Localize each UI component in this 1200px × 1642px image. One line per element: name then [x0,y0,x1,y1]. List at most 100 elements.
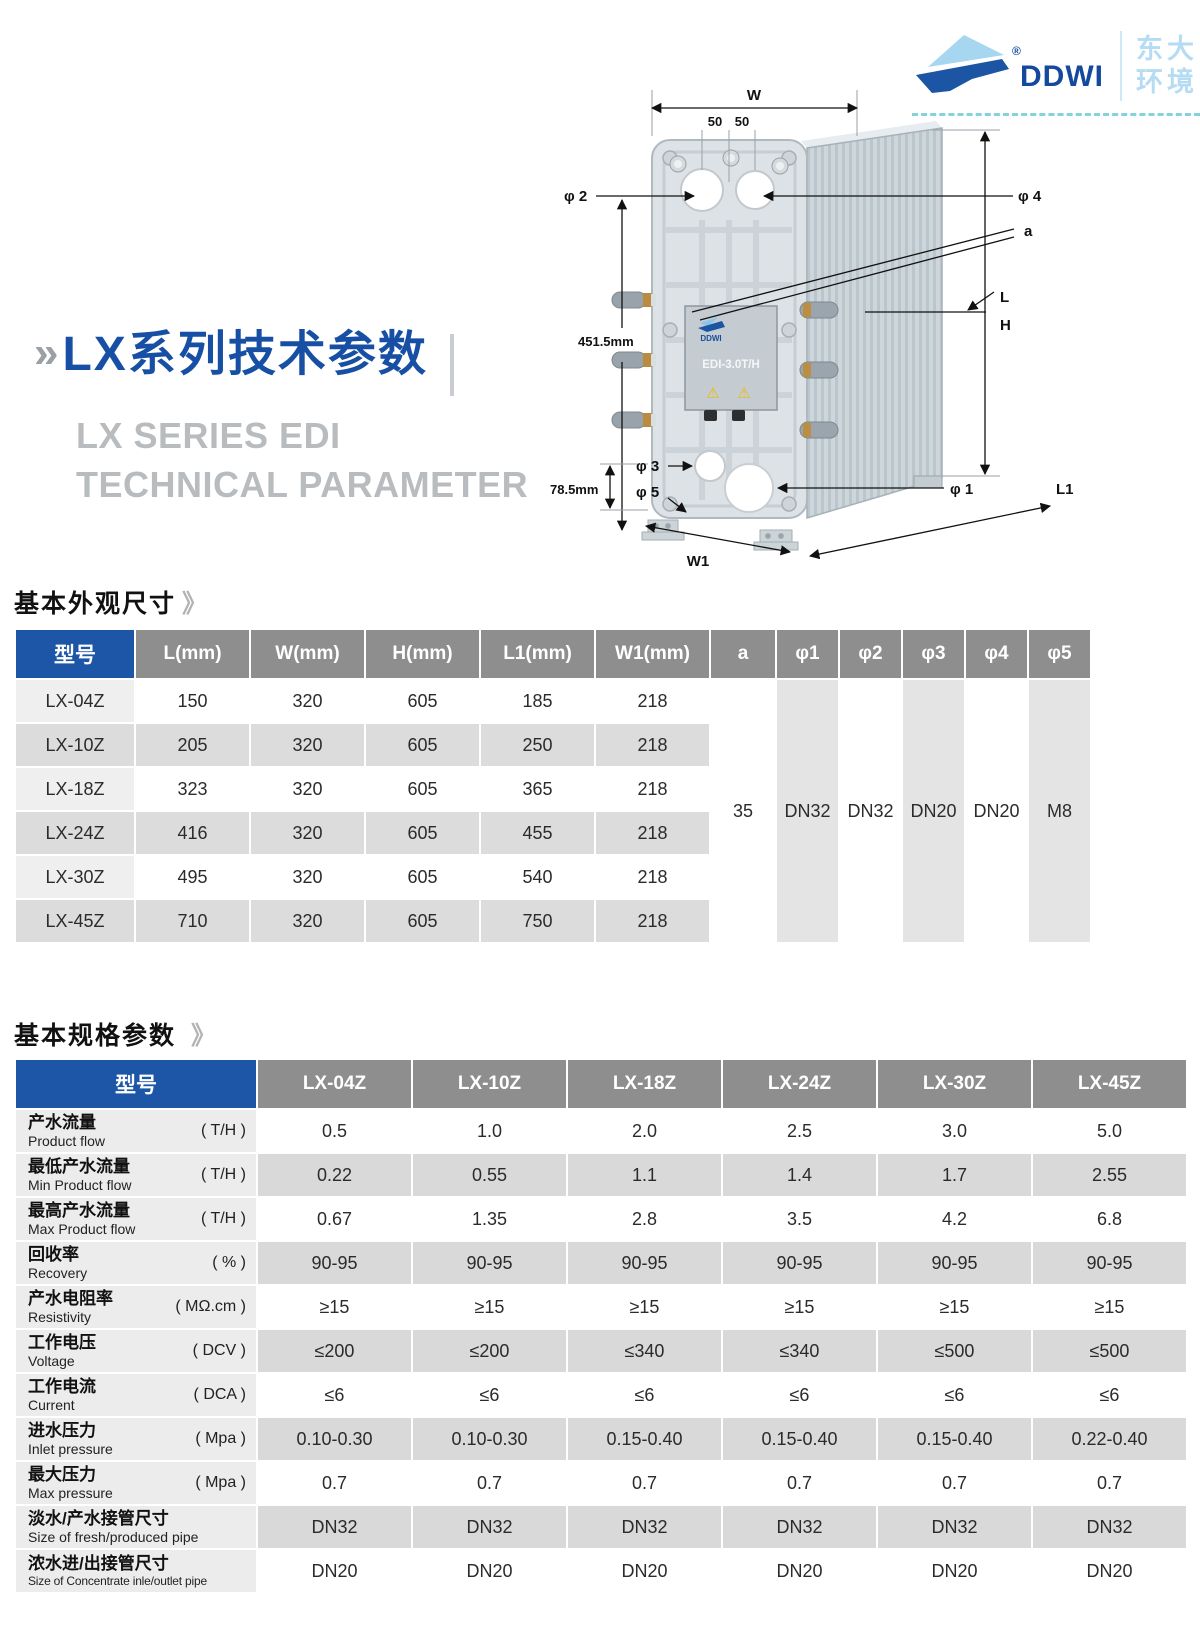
param-label-cell: 最高产水流量 Max Product flow( T/H ) [14,1196,258,1242]
value-cell: 605 [364,678,481,724]
col-phi4: φ4 [964,628,1029,680]
col-phi2: φ2 [838,628,903,680]
table-row: 产水流量 Product flow( T/H ) 0.5 1.0 2.0 2.5 … [14,1108,1188,1154]
col-model: 型号 [14,628,136,680]
dim-78: 78.5mm [550,482,598,497]
device-model-text: EDI-3.0T/H [702,359,760,371]
dim-w: W [747,87,762,104]
table-row: 最大压力 Max pressure( Mpa ) 0.7 0.7 0.7 0.7 … [14,1460,1188,1506]
value-cell: 0.7 [566,1460,723,1506]
section-title-specs: 基本规格参数 》 [14,1022,216,1050]
value-cell: 4.2 [876,1196,1033,1242]
value-cell: 0.7 [1031,1460,1188,1506]
value-cell: 320 [249,898,366,944]
value-cell: 605 [364,854,481,900]
value-cell: 218 [594,898,711,944]
col-lx30z: LX-30Z [876,1058,1033,1110]
param-label-cell: 淡水/产水接管尺寸 Size of fresh/produced pipe [14,1504,258,1550]
dim-l: L [1000,289,1009,306]
merged-phi1-cell: DN32 [775,678,840,944]
value-cell: ≤6 [566,1372,723,1418]
value-cell: 495 [134,854,251,900]
company-name-cn: 东大 环境 [1135,34,1198,97]
port-bottom-small [694,450,726,482]
value-cell: ≤340 [566,1328,723,1374]
value-cell: 1.7 [876,1152,1033,1198]
dim-h: H [1000,317,1011,334]
table-row: 工作电压 Voltage( DCV ) ≤200 ≤200 ≤340 ≤340 ≤… [14,1328,1188,1374]
value-cell: 0.15-0.40 [876,1416,1033,1462]
table-row: 工作电流 Current( DCA ) ≤6 ≤6 ≤6 ≤6 ≤6 ≤6 [14,1372,1188,1418]
table-row: 最低产水流量 Min Product flow( T/H ) 0.22 0.55 … [14,1152,1188,1198]
dim-phi1: φ 1 [950,481,973,498]
value-cell: ≤6 [876,1372,1033,1418]
table-row: 产水电阻率 Resistivity( MΩ.cm ) ≥15 ≥15 ≥15 ≥1… [14,1284,1188,1330]
value-cell: 90-95 [566,1240,723,1286]
dim-451: 451.5mm [578,334,634,349]
table-header-row: 型号 L(mm) W(mm) H(mm) L1(mm) W1(mm) a φ1 … [14,628,1092,680]
port-bottom-large [724,463,774,513]
value-cell: 1.4 [721,1152,878,1198]
param-label-cell: 最大压力 Max pressure( Mpa ) [14,1460,258,1506]
value-cell: 1.0 [411,1108,568,1154]
title-chevron-icon: » [34,328,59,377]
section-chevron-icon: 》 [190,1022,216,1050]
brand-name: DDWI [1020,59,1104,93]
col-h: H(mm) [364,628,481,680]
value-cell: DN20 [1031,1548,1188,1594]
value-cell: DN20 [876,1548,1033,1594]
value-cell: 205 [134,722,251,768]
dim-50-left: 50 [708,114,722,129]
value-cell: 320 [249,766,366,812]
value-cell: DN20 [256,1548,413,1594]
port-top-left [680,168,724,212]
param-label-cell: 浓水进/出接管尺寸 Size of Concentrate inle/outlet… [14,1548,258,1594]
value-cell: DN32 [411,1504,568,1550]
value-cell: 3.5 [721,1196,878,1242]
dim-a: a [1024,223,1033,240]
table-row: 浓水进/出接管尺寸 Size of Concentrate inle/outlet… [14,1548,1188,1594]
col-lx04z: LX-04Z [256,1058,413,1110]
value-cell: ≤200 [256,1328,413,1374]
dim-phi2: φ 2 [564,188,587,205]
dim-w1: W1 [687,553,710,570]
value-cell: 0.67 [256,1196,413,1242]
warning-icon: ⚠ [737,385,750,402]
table-row: 回收率 Recovery( % ) 90-95 90-95 90-95 90-95… [14,1240,1188,1286]
table-row: 最高产水流量 Max Product flow( T/H ) 0.67 1.35 … [14,1196,1188,1242]
table-row: LX-30Z 495 320 605 540 218 [14,854,1091,900]
col-lx45z: LX-45Z [1031,1058,1188,1110]
logo-divider [1119,30,1122,101]
param-label-cell: 工作电压 Voltage( DCV ) [14,1328,258,1374]
page-title-block: » LX系列技术参数 LX SERIES EDI TECHNICAL PARAM… [34,328,594,509]
value-cell: 1.1 [566,1152,723,1198]
param-label-cell: 产水电阻率 Resistivity( MΩ.cm ) [14,1284,258,1330]
value-cell: 540 [479,854,596,900]
value-cell: 90-95 [256,1240,413,1286]
device-label-box: DDWI EDI-3.0T/H ⚠ ⚠ [684,305,778,421]
value-cell: ≤500 [1031,1328,1188,1374]
col-phi5: φ5 [1027,628,1092,680]
section-title-dimensions: 基本外观尺寸》 [14,590,208,618]
value-cell: DN20 [721,1548,878,1594]
top-fittings [669,149,789,175]
value-cell: 2.0 [566,1108,723,1154]
title-bar [449,334,454,396]
dim-50-right: 50 [735,114,749,129]
value-cell: 605 [364,810,481,856]
value-cell: ≥15 [721,1284,878,1330]
value-cell: 90-95 [876,1240,1033,1286]
col-lx24z: LX-24Z [721,1058,878,1110]
value-cell: DN32 [876,1504,1033,1550]
value-cell: 0.5 [256,1108,413,1154]
dim-phi4: φ 4 [1018,188,1042,205]
value-cell: 1.35 [411,1196,568,1242]
value-cell: DN32 [1031,1504,1188,1550]
table-row: 进水压力 Inlet pressure( Mpa ) 0.10-0.30 0.10… [14,1416,1188,1462]
value-cell: 185 [479,678,596,724]
value-cell: ≤6 [256,1372,413,1418]
value-cell: ≤6 [411,1372,568,1418]
value-cell: 0.10-0.30 [411,1416,568,1462]
device-photo: DDWI EDI-3.0T/H ⚠ ⚠ [611,121,943,551]
value-cell: 218 [594,766,711,812]
